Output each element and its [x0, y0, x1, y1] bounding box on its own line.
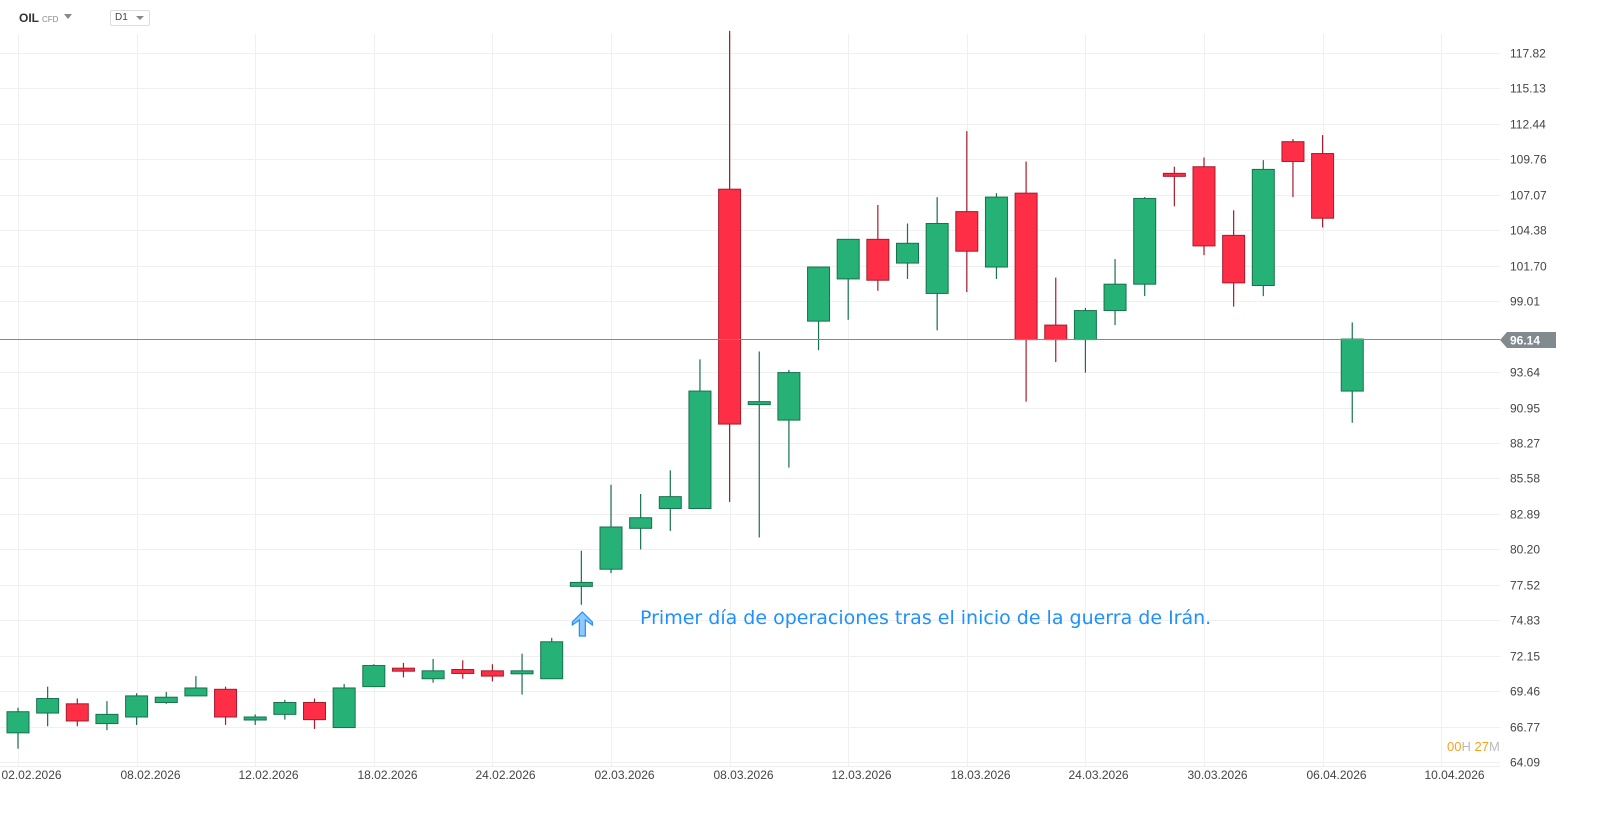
candle: [777, 369, 801, 468]
candle: [569, 550, 593, 605]
candle: [36, 686, 60, 727]
candle: [718, 30, 742, 502]
time-axis: 02.02.2026 08.02.2026 12.02.2026 18.02.2026…: [2, 768, 1485, 782]
candle: [984, 193, 1008, 279]
symbol-selector[interactable]: OIL CFD: [19, 11, 58, 25]
date-tick-label: 12.03.2026: [832, 768, 892, 782]
candles: [6, 30, 1364, 749]
candle: [95, 701, 119, 731]
candle: [1222, 210, 1246, 307]
price-tick-label: 64.09: [1510, 756, 1540, 770]
price-tick-label: 109.76: [1510, 153, 1547, 167]
candle: [125, 693, 149, 725]
symbol-name: OIL: [19, 11, 39, 25]
candle: [1162, 166, 1186, 207]
countdown-minutes: 27: [1474, 739, 1489, 754]
price-tick-label: 107.07: [1510, 189, 1547, 203]
date-tick-label: 08.02.2026: [121, 768, 181, 782]
candle: [421, 658, 445, 683]
date-tick-label: 10.04.2026: [1425, 768, 1485, 782]
candle: [303, 698, 326, 729]
countdown-hours: 00: [1447, 739, 1462, 754]
price-tick-label: 115.13: [1510, 82, 1546, 96]
current-price-badge: 96.14: [1500, 331, 1556, 348]
date-tick-label: 12.02.2026: [239, 768, 299, 782]
candle-countdown: 00H 27M: [1447, 739, 1500, 754]
price-tick-label: 117.82: [1510, 47, 1546, 61]
candle: [896, 223, 919, 279]
svg-text:96.14: 96.14: [1510, 333, 1540, 347]
annotation-text: Primer día de operaciones tras el inicio…: [640, 607, 1212, 629]
price-tick-label: 80.20: [1510, 543, 1540, 557]
candle: [1281, 139, 1305, 198]
price-tick-label: 77.52: [1510, 579, 1540, 593]
date-tick-label: 24.03.2026: [1069, 768, 1129, 782]
price-tick-label: 90.95: [1510, 402, 1540, 416]
date-tick-label: 08.03.2026: [714, 768, 774, 782]
candle: [955, 131, 979, 293]
candle: [391, 662, 415, 678]
price-tick-label: 101.70: [1510, 260, 1547, 274]
chart-toolbar: OIL CFD D1: [0, 0, 1618, 34]
candle: [184, 676, 208, 697]
candle: [243, 714, 267, 725]
candle: [214, 686, 238, 725]
candle: [1103, 259, 1127, 326]
date-tick-label: 02.02.2026: [2, 768, 62, 782]
price-tick-label: 82.89: [1510, 508, 1540, 522]
date-tick-label: 30.03.2026: [1188, 768, 1248, 782]
timeframe-select[interactable]: D1: [110, 10, 150, 26]
chart-grid: [0, 34, 1500, 767]
price-axis: 117.82 115.13 112.44 109.76 107.07 104.38 101.…: [1510, 47, 1547, 770]
candle: [807, 266, 831, 351]
candle: [1073, 307, 1097, 373]
candle: [1340, 322, 1364, 423]
symbol-dropdown-caret-icon[interactable]: [64, 14, 72, 19]
candle: [154, 691, 178, 704]
candle: [65, 698, 89, 727]
candle: [540, 637, 564, 680]
price-tick-label: 69.46: [1510, 685, 1540, 699]
candle: [362, 664, 386, 688]
chevron-down-icon: [136, 16, 144, 20]
date-tick-label: 06.04.2026: [1307, 768, 1367, 782]
date-tick-label: 24.02.2026: [476, 768, 536, 782]
price-tick-label: 99.01: [1510, 295, 1540, 309]
candle: [273, 699, 297, 720]
price-tick-label: 74.83: [1510, 614, 1540, 628]
candle: [747, 351, 771, 538]
price-tick-label: 85.58: [1510, 472, 1540, 486]
candle: [1251, 160, 1275, 297]
candle: [6, 707, 30, 749]
candle: [599, 484, 623, 574]
candle: [1192, 157, 1216, 256]
symbol-type: CFD: [42, 15, 59, 24]
candle: [1014, 161, 1038, 402]
price-tick-label: 66.77: [1510, 721, 1540, 735]
candle: [451, 660, 475, 679]
candle: [480, 664, 504, 682]
candle: [658, 470, 682, 531]
candle: [836, 238, 860, 320]
candle: [925, 197, 949, 331]
timeframe-value: D1: [115, 12, 128, 23]
candle: [688, 359, 712, 510]
candle: [332, 684, 356, 729]
price-tick-label: 88.27: [1510, 437, 1540, 451]
price-tick-label: 112.44: [1510, 118, 1546, 132]
date-tick-label: 18.03.2026: [951, 768, 1011, 782]
price-tick-label: 104.38: [1510, 224, 1547, 238]
candle: [1044, 277, 1068, 363]
candle: [510, 653, 534, 695]
candle: [1311, 135, 1335, 228]
up-arrow-icon: [571, 611, 593, 637]
date-tick-label: 18.02.2026: [358, 768, 418, 782]
price-tick-label: 72.15: [1510, 650, 1540, 664]
candle: [629, 493, 653, 550]
price-tick-label: 93.64: [1510, 366, 1540, 380]
date-tick-label: 02.03.2026: [595, 768, 655, 782]
candle: [866, 205, 890, 291]
candle: [1133, 197, 1157, 297]
